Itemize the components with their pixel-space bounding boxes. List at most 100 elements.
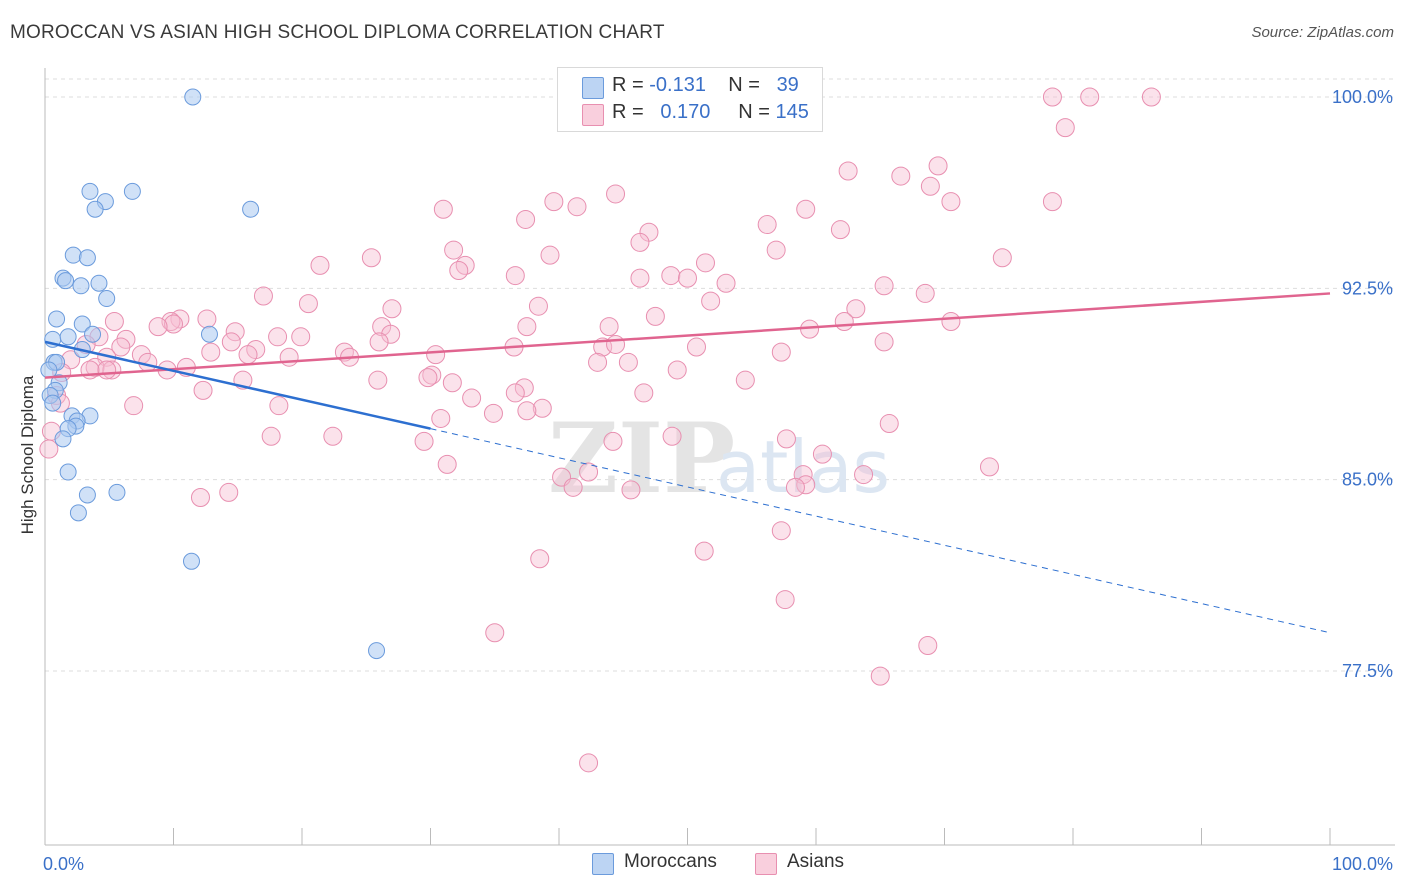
asian-point: [269, 396, 289, 416]
asian-point: [812, 444, 832, 464]
bottom-legend-swatch-asians: [755, 853, 777, 875]
asian-point: [766, 240, 786, 260]
moroccan-point: [86, 200, 104, 218]
asian-point: [630, 268, 650, 288]
asian-point: [567, 197, 587, 217]
moroccan-point: [108, 483, 126, 501]
asian-point: [1080, 87, 1100, 107]
asian-point: [514, 378, 534, 398]
asian-points: [39, 87, 1161, 773]
asian-point: [1055, 118, 1075, 138]
asian-point: [735, 370, 755, 390]
asian-point: [238, 345, 258, 365]
asian-point: [544, 192, 564, 212]
trend-lines: [44, 292, 1331, 634]
moroccan-point: [72, 277, 90, 295]
asian-point: [874, 332, 894, 352]
legend-n-label: N =: [728, 74, 760, 96]
asian-point: [678, 268, 697, 288]
x-tick-labels: 0.0% 100.0%: [43, 854, 1393, 874]
asian-point: [606, 334, 626, 354]
asian-point: [686, 337, 706, 357]
moroccan-trend-line: [44, 340, 431, 430]
moroccan-point: [368, 642, 386, 660]
asian-point: [310, 255, 330, 275]
asian-point: [104, 311, 124, 331]
asian-point: [505, 383, 525, 403]
asian-point: [599, 317, 619, 337]
watermark-zip: ZIP: [548, 402, 735, 515]
asian-point: [920, 176, 940, 196]
y-tick-label: 92.5%: [1342, 278, 1393, 298]
asian-point: [528, 296, 548, 316]
asian-point: [532, 398, 552, 418]
asian-point: [1141, 87, 1161, 107]
asian-point: [426, 345, 446, 365]
asian-point: [323, 426, 343, 446]
asian-point: [85, 357, 105, 377]
asian-point: [279, 347, 299, 367]
y-axis-label: High School Diploma: [18, 375, 37, 535]
asian-point: [854, 465, 874, 485]
axes: [44, 68, 1395, 846]
asian-point: [530, 549, 550, 569]
asian-point: [111, 337, 131, 357]
asian-point: [874, 276, 894, 296]
asian-point: [771, 342, 791, 362]
asian-point: [879, 414, 899, 434]
moroccan-point: [78, 486, 96, 504]
moroccan-point: [40, 361, 58, 379]
legend-n-value: 39: [776, 74, 799, 96]
moroccan-point: [54, 430, 72, 448]
moroccan-point: [184, 88, 202, 106]
asian-point: [138, 352, 158, 372]
source-label: Source: ZipAtlas.com: [1251, 24, 1394, 41]
asian-point: [369, 332, 389, 352]
asian-point: [645, 306, 665, 326]
moroccan-point: [90, 274, 108, 292]
moroccan-point: [84, 325, 102, 343]
asian-point: [1042, 87, 1062, 107]
asian-point: [517, 317, 537, 337]
asian-point: [941, 192, 961, 212]
moroccan-point: [48, 310, 66, 328]
moroccan-point: [242, 200, 260, 218]
asian-point: [444, 240, 464, 260]
asian-point: [97, 360, 117, 380]
y-tick-label: 77.5%: [1342, 661, 1393, 681]
asian-point: [361, 248, 381, 268]
asian-point: [39, 439, 59, 459]
asian-trend-line: [44, 292, 1331, 379]
asian-point: [261, 426, 281, 446]
chart-title: MOROCCAN VS ASIAN HIGH SCHOOL DIPLOMA CO…: [10, 22, 665, 43]
moroccan-point: [64, 246, 82, 264]
moroccan-point: [78, 249, 96, 267]
legend-r-value: -0.131: [649, 74, 706, 96]
asian-point: [540, 245, 560, 265]
bottom-legend-label: Asians: [787, 851, 845, 872]
asian-point: [516, 209, 536, 229]
moroccan-point: [44, 394, 62, 412]
asian-point: [193, 380, 213, 400]
asian-point: [253, 286, 273, 306]
asian-point: [485, 623, 505, 643]
asian-point: [838, 161, 858, 181]
asian-point: [776, 429, 796, 449]
asian-point: [979, 457, 999, 477]
moroccan-point: [81, 182, 99, 200]
moroccan-point: [73, 315, 91, 333]
y-tick-label: 85.0%: [1342, 470, 1393, 490]
asian-point: [381, 324, 401, 344]
asian-point: [382, 299, 402, 319]
asian-point: [891, 166, 911, 186]
asian-point: [870, 666, 890, 686]
asian-point: [431, 408, 451, 428]
asian-point: [455, 255, 475, 275]
asian-point: [368, 370, 388, 390]
asian-point: [667, 360, 687, 380]
asian-point: [437, 454, 457, 474]
legend-n-value: 145: [775, 101, 809, 123]
legend-r-label: R =: [612, 74, 644, 96]
moroccan-point: [98, 290, 116, 308]
